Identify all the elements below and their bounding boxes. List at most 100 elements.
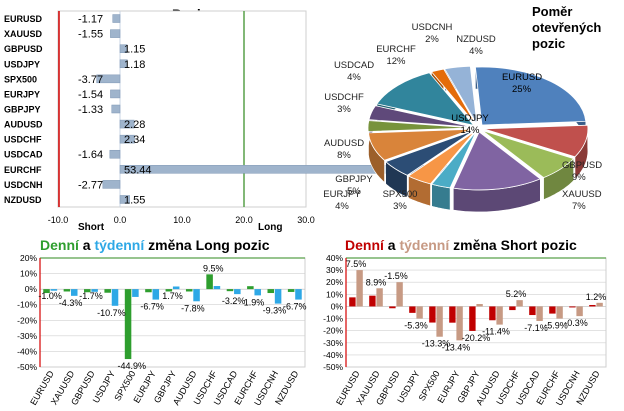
- pie-slice-xauusd: [482, 130, 575, 179]
- pozice-value-label: -1.54: [78, 89, 103, 101]
- pie-slice-usdjpy: [452, 131, 542, 191]
- pozice-category-label: EURUSD: [4, 14, 43, 24]
- long-daily-bar-usdcnh: [267, 289, 275, 294]
- pozice-bar-spx500: [96, 74, 121, 84]
- short-daily-bar-usdjpy: [409, 306, 416, 313]
- long-weekly-bar-gbpusd: [91, 289, 98, 292]
- short-data-label: -1.5%: [384, 271, 408, 281]
- pie-label-name: SPX500: [383, 189, 418, 200]
- short-data-label: 1.2%: [586, 292, 607, 302]
- pozice-value-label: -1.33: [78, 104, 103, 116]
- short-y-tick: 40%: [326, 253, 343, 263]
- short-title: Denní a týdenní změna Short pozic: [345, 237, 577, 253]
- long-y-tick: -50%: [17, 362, 37, 372]
- pozice-value-label: -1.17: [78, 14, 103, 26]
- pozice-x-tick: 20.0: [235, 215, 253, 225]
- long-data-label: 1.9%: [244, 297, 265, 307]
- pozice-category-label: GBPJPY: [4, 105, 41, 115]
- pie-label-pct: 5%: [347, 186, 361, 197]
- pie-slice-usdcad: [368, 105, 473, 128]
- short-weekly-bar-eurusd: [356, 270, 363, 307]
- long-weekly-bar-spx500: [132, 289, 139, 297]
- long-data-label: 9.5%: [203, 263, 224, 273]
- long-daily-bar-usdchf: [206, 274, 213, 290]
- long-title: Denní a týdenní změna Long pozic: [40, 237, 269, 253]
- pie-slice-eurchf: [376, 72, 475, 126]
- pie-label-name: EURJPY: [323, 189, 361, 200]
- pozice-x-tick: -10.0: [48, 215, 69, 225]
- pozice-bar-gbpjpy: [111, 104, 121, 114]
- long-data-label: -6.7%: [140, 302, 164, 312]
- pozice-category-label: USDCAD: [4, 150, 43, 160]
- pozice-category-label: USDCNH: [4, 180, 43, 190]
- short-data-label: -7.1%: [524, 323, 548, 333]
- long-data-label: 1.7%: [162, 291, 183, 301]
- pie-slice-audusd: [368, 128, 473, 161]
- long-weekly-bar-usdchf: [213, 286, 221, 290]
- short-data-label: 8.9%: [366, 277, 387, 287]
- pozice-value-label: -2.77: [78, 179, 103, 191]
- long-data-label: -1.0%: [38, 291, 62, 301]
- pozice-category-label: EURCHF: [4, 165, 42, 175]
- pozice-bar-usdjpy: [119, 59, 128, 69]
- pozice-category-label: USDCHF: [4, 135, 42, 145]
- short-y-tick: 10%: [326, 289, 343, 299]
- pozice-category-label: SPX500: [4, 74, 37, 84]
- short-weekly-bar-audusd: [496, 306, 503, 325]
- long-daily-bar-nzdusd: [287, 289, 295, 292]
- long-weekly-bar-usdcad: [234, 289, 241, 295]
- long-weekly-bar-nzdusd: [295, 289, 302, 300]
- short-title-and: a: [383, 237, 400, 253]
- short-weekly-bar-spx500: [436, 306, 443, 337]
- short-title-daily: Denní: [345, 237, 384, 253]
- short-daily-bar-audusd: [489, 306, 496, 321]
- pie-label-pct: 4%: [347, 72, 361, 83]
- pozice-value-label: 2.28: [124, 119, 145, 131]
- short-daily-bar-nzdusd: [589, 304, 596, 307]
- pozice-bar-audusd: [119, 119, 135, 129]
- long-weekly-bar-usdcnh: [274, 289, 282, 304]
- long-weekly-bar-audusd: [193, 289, 200, 302]
- long-daily-bar-gbpusd: [84, 289, 91, 293]
- short-y-tick: -50%: [323, 362, 343, 372]
- pie-label-name: AUDUSD: [324, 138, 364, 149]
- pie-slice-usdchf: [367, 120, 473, 132]
- pie-label-name: USDJPY: [451, 113, 489, 124]
- pozice-x-tick: 0.0: [114, 215, 127, 225]
- short-y-tick: 0%: [331, 301, 344, 311]
- long-daily-bar-eurusd: [43, 289, 50, 294]
- long-data-label: -3.2%: [222, 296, 246, 306]
- pie-slice-eurusd: [474, 66, 587, 126]
- pozice-category-label: EURJPY: [4, 89, 40, 99]
- long-y-tick: -40%: [17, 346, 37, 356]
- pozice-value-label: 1.15: [124, 44, 145, 56]
- short-weekly-bar-nzdusd: [596, 302, 603, 307]
- pozice-value-label: -1.64: [78, 149, 103, 161]
- short-y-tick: -40%: [323, 350, 343, 360]
- short-daily-bar-gbpjpy: [469, 306, 476, 331]
- pozice-x-tick: 10.0: [173, 215, 191, 225]
- pozice-bar-eurusd: [112, 14, 121, 23]
- long-title-daily: Denní: [40, 237, 79, 253]
- long-weekly-bar-eurusd: [50, 289, 58, 291]
- long-daily-bar-usdcad: [226, 289, 234, 292]
- pie-label-name: EURUSD: [502, 72, 542, 83]
- pie-label-name: USDCHF: [324, 92, 364, 103]
- pie-slice-gbpjpy: [384, 130, 474, 176]
- long-data-label: -9.3%: [263, 306, 287, 316]
- short-data-label: -0.3%: [564, 318, 588, 328]
- short-data-label: 5.2%: [506, 289, 527, 299]
- pie-label-pct: 12%: [386, 56, 406, 67]
- short-data-label: -11.4%: [482, 327, 510, 337]
- short-data-label: -5.3%: [404, 321, 428, 331]
- short-data-label: -13.4%: [442, 342, 471, 352]
- short-weekly-bar-usdcad: [536, 306, 543, 321]
- long-daily-bar-eurchf: [247, 286, 254, 290]
- long-daily-bar-usdjpy: [104, 289, 111, 293]
- short-y-tick: 20%: [326, 277, 343, 287]
- pie-title-line-2: otevřených: [532, 20, 602, 35]
- long-daily-bar-xauusd: [63, 289, 71, 292]
- long-daily-bar-spx500: [124, 289, 132, 360]
- pie-label-name: GBPUSD: [562, 160, 602, 171]
